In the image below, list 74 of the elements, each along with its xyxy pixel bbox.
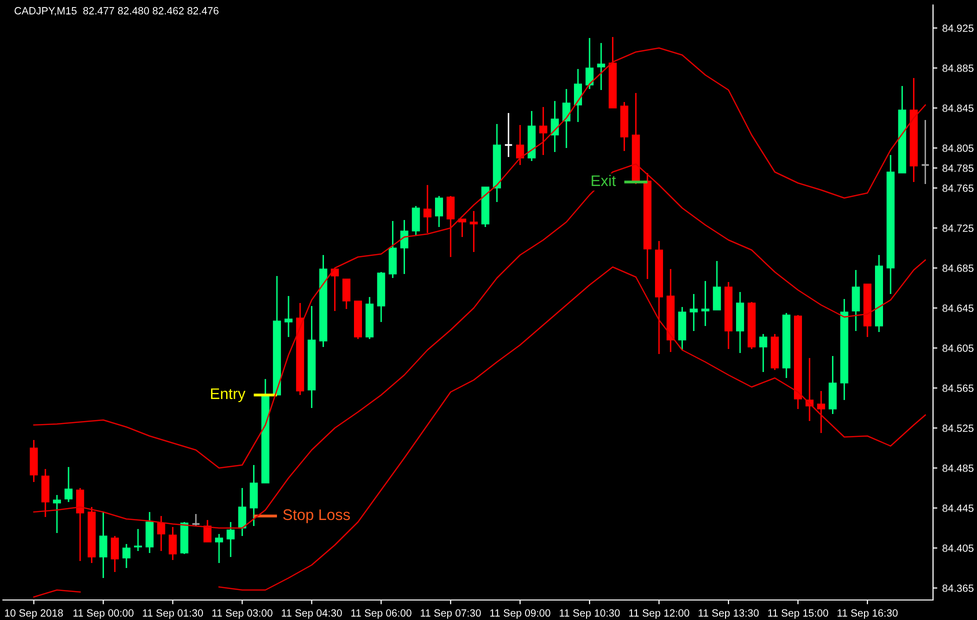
candlestick [920,119,930,185]
x-tick-label: 11 Sep 03:00 [212,609,272,619]
y-tick-label: 84.805 [942,144,974,152]
candlestick [562,88,570,149]
candlestick [99,511,108,579]
annotation: Stop Loss [283,509,350,524]
y-tick-label: 84.405 [942,544,974,552]
x-tick-label: 10 Sep 2018 [5,609,63,619]
candlestick [470,210,478,253]
y-tick-label: 84.725 [942,224,974,232]
x-tick-label: 11 Sep 01:30 [142,609,203,619]
candlestick [690,293,698,332]
x-tick-label: 11 Sep 13:30 [698,609,759,619]
y-tick-label: 84.785 [942,164,974,172]
x-tick-label: 11 Sep 12:00 [629,609,690,619]
candlestick [134,528,142,552]
candlestick [226,521,235,558]
candlestick [539,106,548,156]
candlestick [52,494,61,534]
line-series [33,47,926,469]
candlestick [157,515,166,552]
candlestick [817,390,826,434]
candlestick [435,195,444,228]
y-tick-label: 84.885 [942,64,974,72]
y-tick-label: 84.685 [942,264,974,272]
y-tick-label: 84.645 [942,304,974,312]
candlestick [701,280,710,327]
candlestick [712,260,721,311]
y-tick-label: 84.925 [942,24,974,32]
candlestick [238,487,246,537]
x-tick-label: 11 Sep 07:30 [420,609,481,619]
candlestick [516,124,524,166]
y-tick-label: 84.845 [942,104,974,112]
candlestick [330,268,339,312]
y-tick-label: 84.485 [942,464,974,472]
candlestick [550,100,559,153]
candlestick [110,535,119,573]
candlestick [191,513,200,527]
line-series [33,163,926,529]
candlestick [423,184,432,234]
chart-title: CADJPY,M15 82.477 82.480 82.462 82.476 [14,7,218,16]
candlestick [458,218,466,238]
candlestick [168,526,177,561]
annotation: Exit [592,174,616,186]
candlestick [412,205,420,236]
candlestick [284,295,293,338]
candlestick [759,333,768,373]
x-tick-label: 11 Sep 15:00 [768,609,828,619]
x-tick-label: 11 Sep 10:30 [560,609,620,619]
candlestick [852,269,860,332]
candlestick [597,42,606,91]
x-tick-label: 11 Sep 00:00 [73,609,134,619]
annotation: Entry [211,388,246,402]
x-tick-label: 11 Sep 16:30 [838,609,898,619]
candlestick [586,37,594,90]
candlestick [574,68,582,123]
y-tick-label: 84.445 [942,504,974,512]
x-tick-label: 11 Sep 04:30 [282,609,342,619]
candlestick [215,533,224,564]
candlestick [446,195,455,258]
y-tick-label: 84.525 [942,424,974,432]
candlestick [203,519,212,543]
candlestick [342,278,350,310]
candlestick [64,466,73,503]
x-tick-label: 11 Sep 06:00 [351,609,412,619]
y-tick-label: 84.605 [942,344,974,352]
candlestick [400,219,408,275]
candlestick [504,112,513,158]
y-tick-label: 84.365 [942,584,974,592]
y-tick-label: 84.565 [942,384,974,392]
candlestick [76,487,84,562]
candlestick [122,543,130,569]
x-tick-label: 11 Sep 09:00 [490,609,550,619]
y-tick-label: 84.765 [942,184,974,192]
